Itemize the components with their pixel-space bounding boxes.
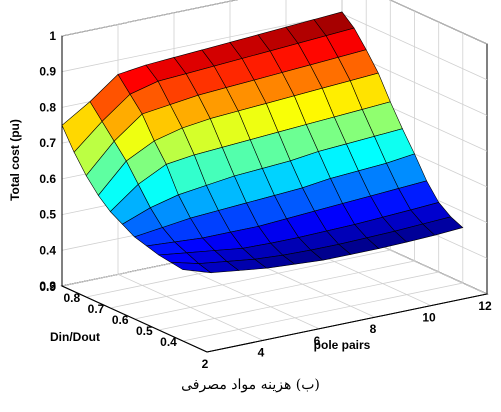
x-tick-label: 6 bbox=[314, 334, 321, 348]
z-tick-label: 0.8 bbox=[39, 100, 56, 114]
axes: 0.30.40.50.60.70.80.91246810120.40.50.60… bbox=[39, 29, 492, 370]
x-axis-line bbox=[206, 293, 488, 353]
x-tick-label: 4 bbox=[258, 345, 265, 359]
x-tick-label: 10 bbox=[422, 311, 436, 325]
y-gridline bbox=[158, 22, 440, 331]
figure-caption: (ب) هزینه مواد مصرفی bbox=[181, 377, 320, 393]
x-axis-label: pole pairs bbox=[314, 338, 371, 352]
y-tick-label: 0.5 bbox=[136, 324, 153, 338]
x-tick-label: 12 bbox=[478, 299, 492, 313]
z-tick-label: 0.9 bbox=[39, 65, 56, 79]
z-tick-label: 1 bbox=[49, 29, 56, 43]
y-gridline bbox=[134, 11, 415, 320]
y-gridline bbox=[182, 33, 464, 342]
x-tick-label: 8 bbox=[370, 322, 377, 336]
surface-mesh bbox=[61, 11, 464, 274]
y-gridline bbox=[110, 0, 391, 309]
y-tick-label: 0.8 bbox=[63, 291, 80, 305]
y-tick-label: 0.6 bbox=[112, 313, 129, 327]
y-tick-label: 0.4 bbox=[160, 335, 177, 349]
surface-patch bbox=[422, 216, 464, 236]
z-tick-label: 0.4 bbox=[39, 243, 56, 257]
y-tick-label: 0.9 bbox=[39, 280, 56, 294]
y-tick-label: 0.7 bbox=[88, 302, 105, 316]
z-tick-label: 0.5 bbox=[39, 208, 56, 222]
z-tick-label: 0.7 bbox=[39, 136, 56, 150]
z-tick-label: 0.3 bbox=[39, 279, 56, 293]
z-tick-label: 0.6 bbox=[39, 172, 56, 186]
z-axis-label: Total cost (pu) bbox=[8, 119, 22, 201]
y-axis-line bbox=[61, 285, 208, 353]
y-axis-label: Din/Dout bbox=[50, 330, 100, 344]
x-tick-label: 2 bbox=[202, 357, 209, 370]
surface-plot: 0.30.40.50.60.70.80.91246810120.40.50.60… bbox=[8, 0, 492, 370]
